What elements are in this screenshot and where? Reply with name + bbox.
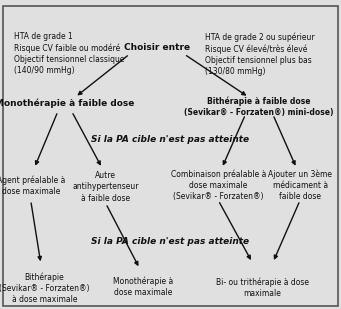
Text: Agent préalable à
dose maximale: Agent préalable à dose maximale xyxy=(0,175,65,196)
Text: Bithérapie
(Sevikar® - Forzaten®)
à dose maximale: Bithérapie (Sevikar® - Forzaten®) à dose… xyxy=(0,272,90,304)
Text: Ajouter un 3ème
médicament à
faible dose: Ajouter un 3ème médicament à faible dose xyxy=(268,170,332,201)
Text: HTA de grade 2 ou supérieur
Risque CV élevé/très élevé
Objectif tensionnel plus : HTA de grade 2 ou supérieur Risque CV él… xyxy=(205,32,314,76)
Text: Bi- ou trithérapie à dose
maximale: Bi- ou trithérapie à dose maximale xyxy=(216,278,309,298)
Text: Si la PA cible n'est pas atteinte: Si la PA cible n'est pas atteinte xyxy=(91,135,250,144)
Text: Autre
antihypertenseur
à faible dose: Autre antihypertenseur à faible dose xyxy=(72,171,139,202)
Text: Choisir entre: Choisir entre xyxy=(124,43,190,53)
Text: HTA de grade 1
Risque CV faible ou modéré
Objectif tensionnel classique
(140/90 : HTA de grade 1 Risque CV faible ou modér… xyxy=(14,32,124,75)
Text: Si la PA cible n'est pas atteinte: Si la PA cible n'est pas atteinte xyxy=(91,237,250,246)
Text: Monothérapie à faible dose: Monothérapie à faible dose xyxy=(0,99,134,108)
Text: Monothérapie à
dose maximale: Monothérapie à dose maximale xyxy=(113,277,173,297)
Text: Combinaison préalable à
dose maximale
(Sevikar® - Forzaten®): Combinaison préalable à dose maximale (S… xyxy=(170,170,266,201)
Text: Bithérapie à faible dose
(Sevikar® - Forzaten®) mini-dose): Bithérapie à faible dose (Sevikar® - For… xyxy=(184,96,334,117)
